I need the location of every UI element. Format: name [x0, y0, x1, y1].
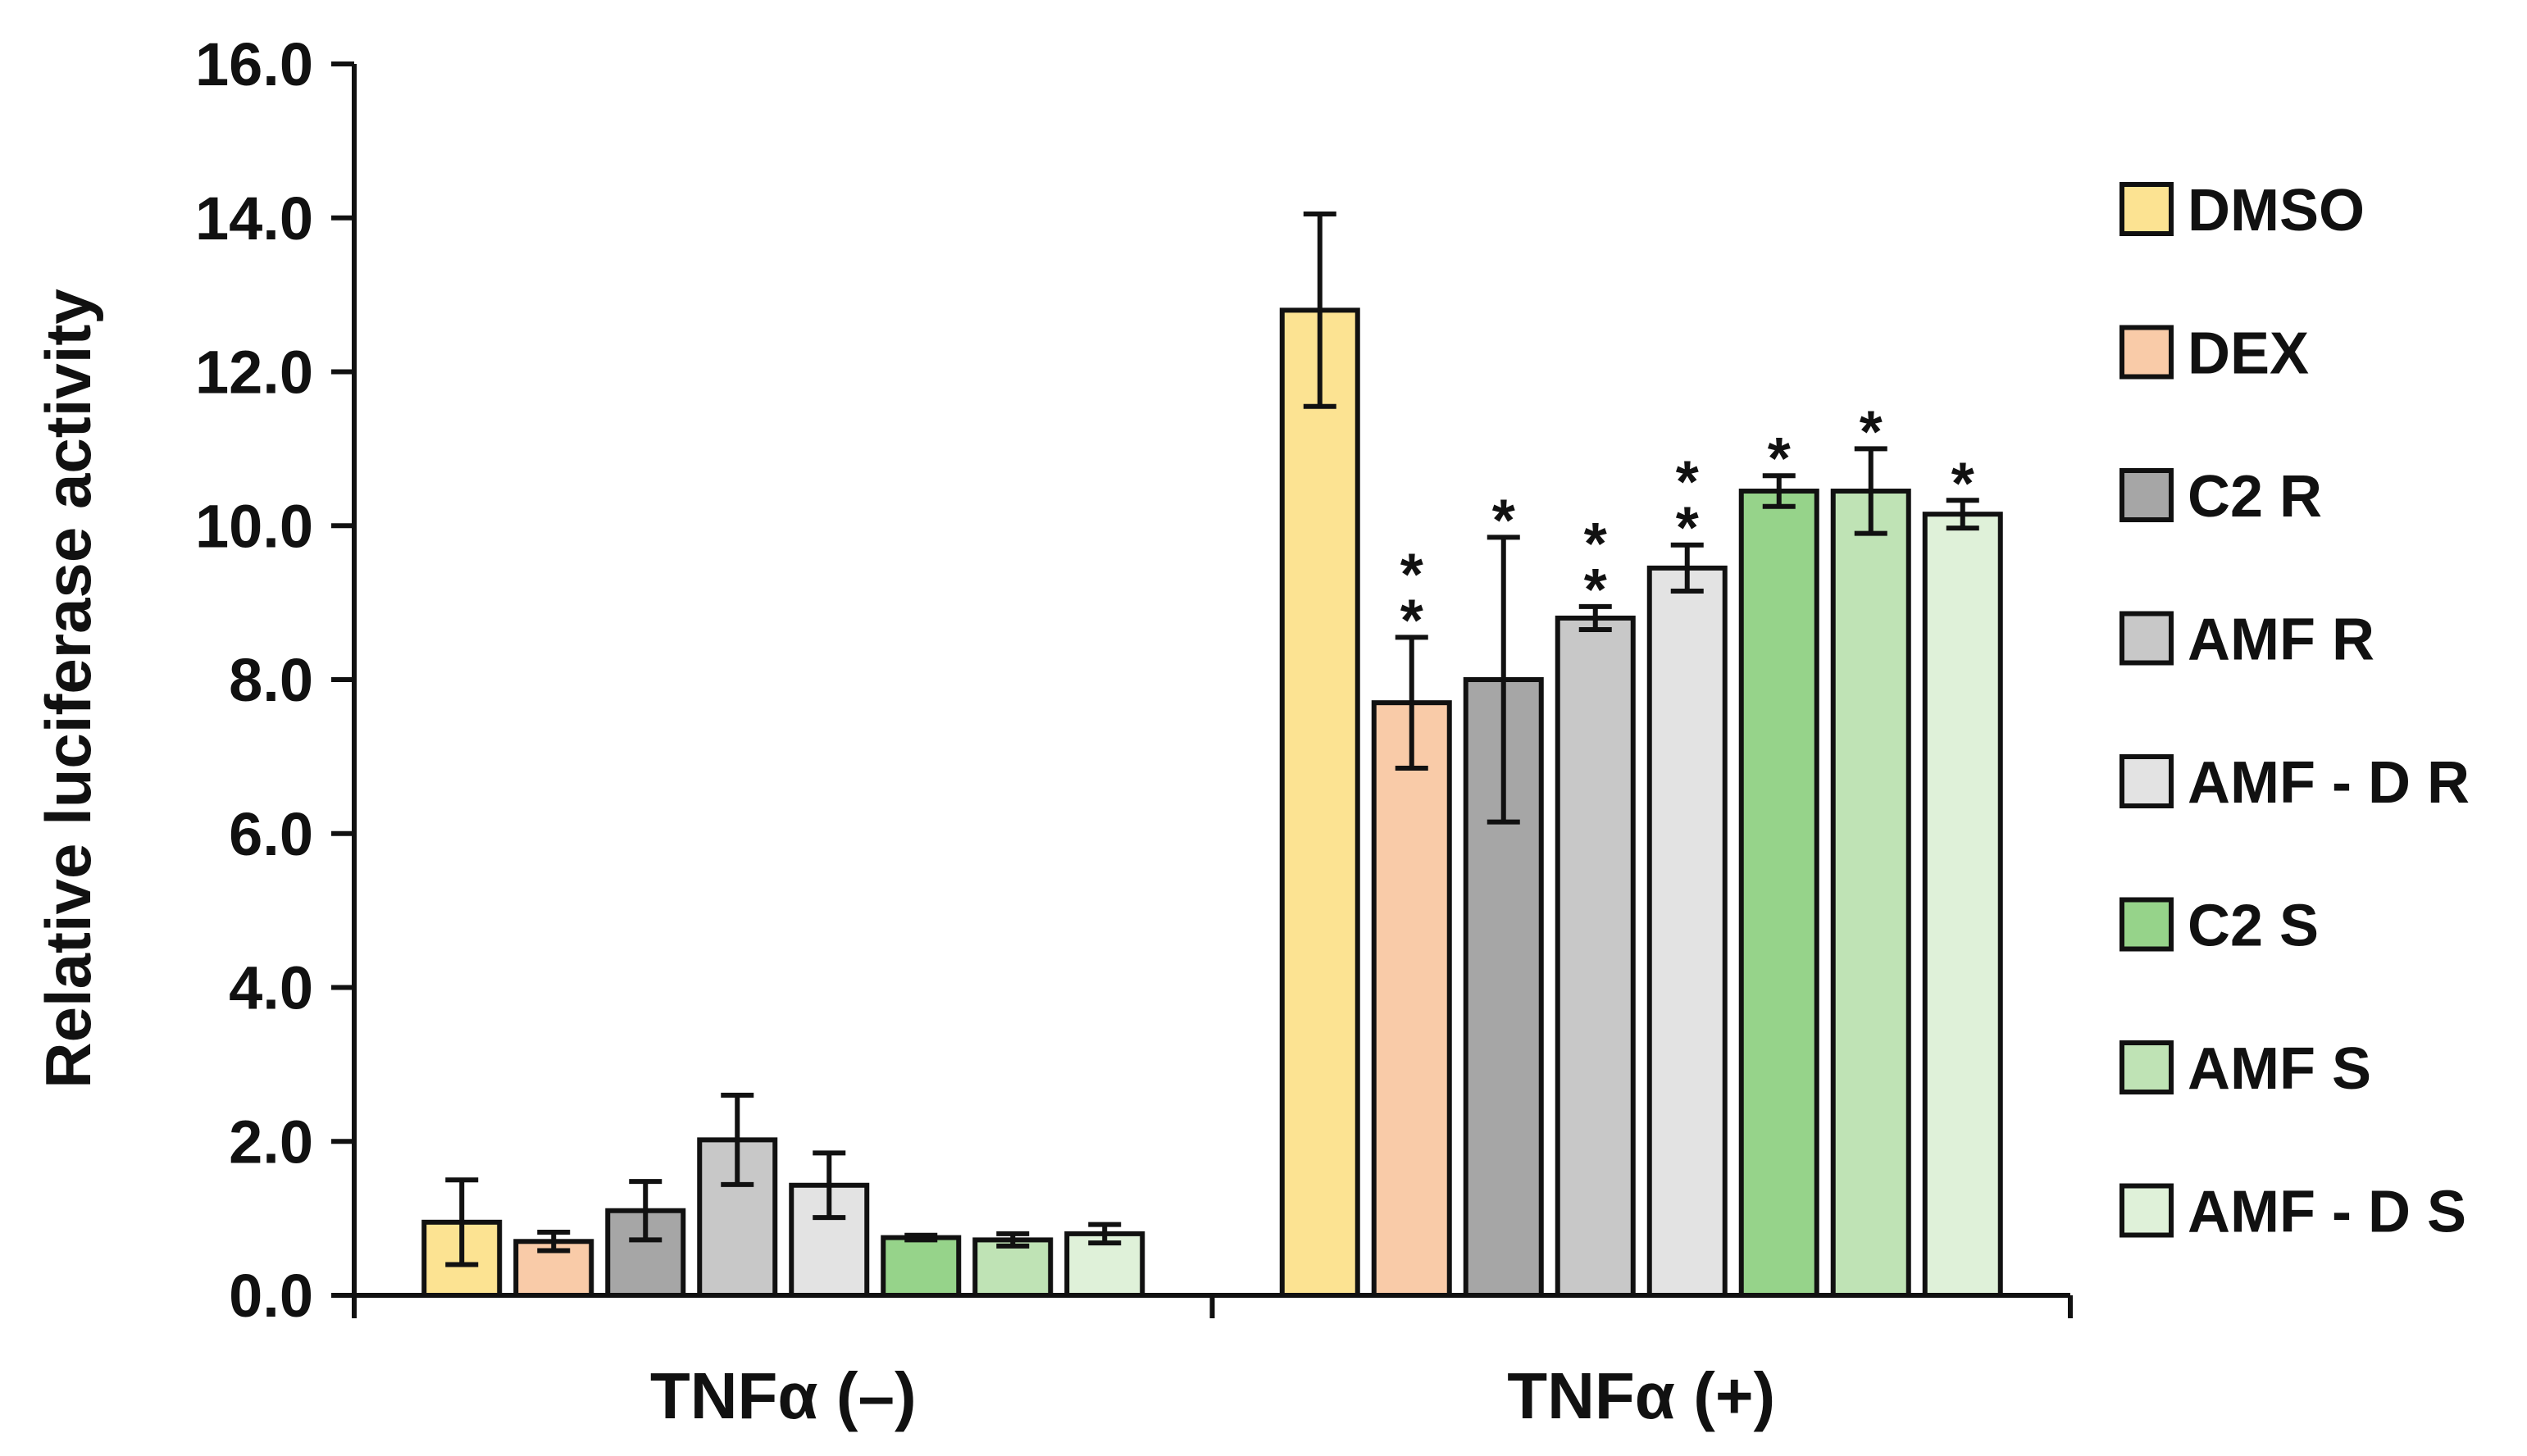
- y-tick-label: 16.0: [195, 30, 313, 98]
- legend-label: C2 S: [2188, 894, 2319, 959]
- y-tick-label: 8.0: [229, 646, 313, 714]
- legend-swatch: [2119, 611, 2174, 666]
- legend-label: AMF R: [2188, 607, 2374, 673]
- y-tick-label: 14.0: [195, 184, 313, 253]
- bar: [1279, 307, 1360, 1298]
- legend-label: AMF S: [2188, 1036, 2371, 1102]
- bar: [881, 1235, 962, 1298]
- bar: [1371, 700, 1452, 1298]
- significance-star: *: [1768, 426, 1791, 492]
- significance-star: *: [1676, 450, 1699, 516]
- legend-swatch: [2119, 182, 2174, 236]
- y-tick-label: 10.0: [195, 492, 313, 560]
- legend-swatch: [2119, 1040, 2174, 1094]
- x-category-label: TNFα (–): [650, 1359, 917, 1432]
- significance-star: *: [1860, 399, 1883, 465]
- significance-star: *: [1400, 588, 1423, 653]
- legend-label: DMSO: [2188, 178, 2365, 243]
- legend-swatch: [2119, 468, 2174, 522]
- y-tick-label: 6.0: [229, 800, 313, 868]
- y-tick-label: 4.0: [229, 954, 313, 1022]
- axes-group: 0.0 2.0 4.0 6.0 8.0 10.0 12.0 14.0 16.0 TNFα (–) T…: [195, 30, 2073, 1432]
- legend-label: AMF - D R: [2188, 750, 2470, 816]
- bar: [1830, 489, 1911, 1298]
- significance-star: *: [1492, 488, 1515, 553]
- x-category-label: TNFα (+): [1507, 1359, 1775, 1432]
- y-tick-label: 12.0: [195, 339, 313, 407]
- significance-star: *: [1584, 512, 1607, 577]
- bar: [1922, 512, 2003, 1298]
- bars-group: ***** ** * **: [421, 212, 2003, 1299]
- legend: DMSO DEX C2 R AMF R AMF - D R C2 S AMF S AMF - …: [2119, 178, 2470, 1245]
- significance-star: *: [1400, 542, 1423, 607]
- bar: [1646, 565, 1728, 1298]
- legend-swatch: [2119, 1183, 2174, 1238]
- significance-star: *: [1584, 557, 1607, 623]
- y-tick-label: 0.0: [229, 1262, 313, 1330]
- legend-label: DEX: [2188, 321, 2309, 387]
- legend-swatch: [2119, 897, 2174, 952]
- y-axis-label: Relative luciferase activity: [32, 289, 104, 1089]
- legend-label: C2 R: [2188, 464, 2322, 530]
- bar: [1555, 615, 1636, 1298]
- legend-swatch: [2119, 325, 2174, 380]
- legend-swatch: [2119, 754, 2174, 808]
- legend-label: AMF - D S: [2188, 1180, 2466, 1245]
- bar: [1738, 489, 1819, 1298]
- y-tick-label: 2.0: [229, 1108, 313, 1176]
- significance-star: *: [1676, 496, 1699, 562]
- significance-star: *: [1951, 451, 1974, 516]
